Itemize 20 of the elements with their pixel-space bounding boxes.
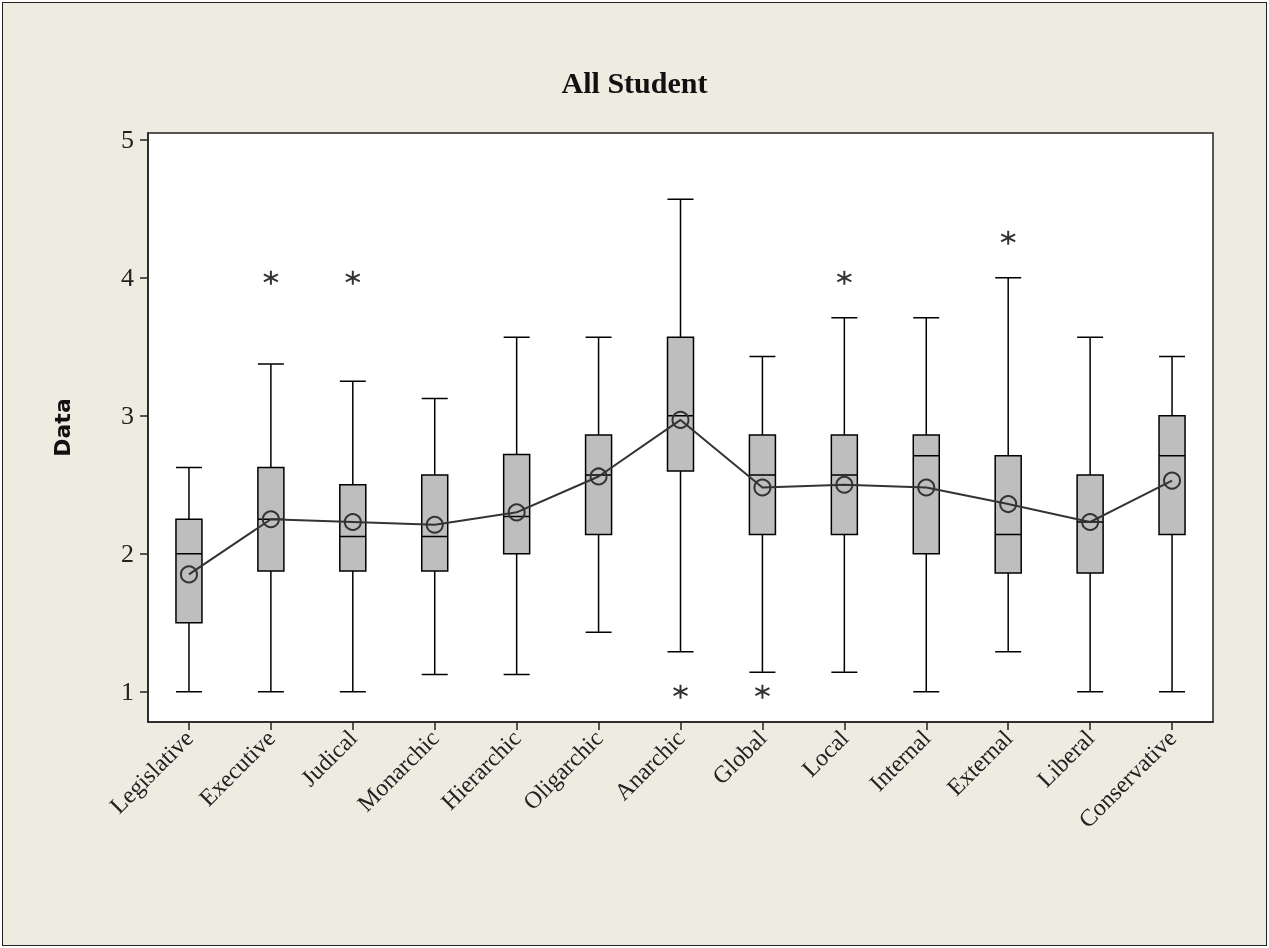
point	[1163, 471, 1182, 490]
chart-title: All Student	[561, 65, 708, 99]
point	[835, 475, 854, 494]
point	[753, 478, 772, 497]
y-tick-label: 2	[121, 539, 134, 569]
y-tick-label: 3	[121, 401, 134, 431]
point	[589, 467, 608, 486]
point	[343, 512, 362, 531]
point	[179, 565, 198, 584]
point	[507, 503, 526, 522]
y-tick-label: 1	[121, 677, 134, 707]
point	[1081, 512, 1100, 531]
point	[261, 510, 280, 529]
point	[999, 495, 1018, 514]
point	[917, 478, 936, 497]
point	[425, 515, 444, 534]
y-axis-title: Data	[49, 398, 75, 457]
y-tick-label: 4	[121, 263, 134, 293]
y-tick-label: 5	[121, 125, 134, 155]
point	[671, 410, 690, 429]
